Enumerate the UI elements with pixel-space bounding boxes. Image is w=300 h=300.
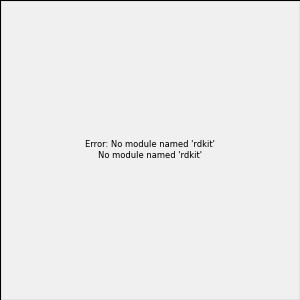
Text: Error: No module named 'rdkit'
No module named 'rdkit': Error: No module named 'rdkit' No module… bbox=[85, 140, 215, 160]
